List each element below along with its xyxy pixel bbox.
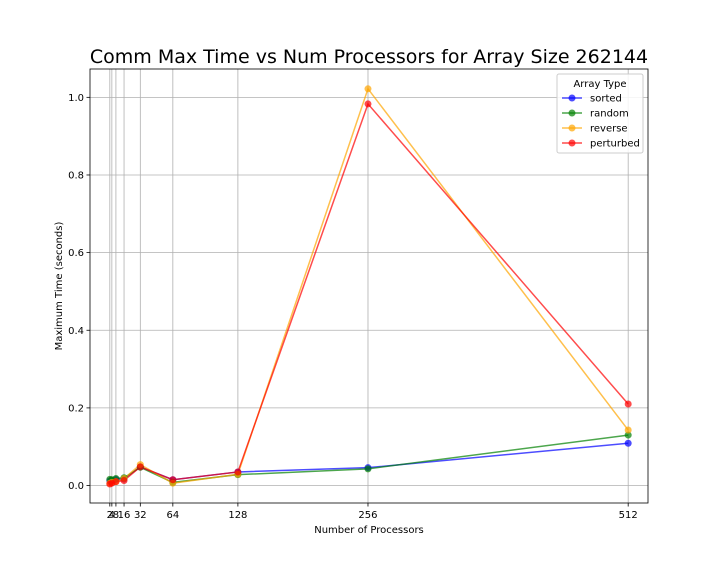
- data-point-perturbed: [136, 463, 144, 471]
- data-point-reverse: [364, 85, 372, 93]
- legend-box: [556, 73, 644, 154]
- legend-marker-random: [568, 109, 576, 117]
- data-point-perturbed: [624, 400, 632, 408]
- series-points: [106, 85, 632, 488]
- legend-label-reverse: reverse: [590, 124, 628, 135]
- plot-frame: [89, 68, 649, 504]
- data-point-random: [624, 431, 632, 439]
- x-tick-label: 32: [134, 510, 147, 521]
- legend: Array Type sorted random reverse perturbed: [556, 73, 644, 154]
- data-point-perturbed: [169, 476, 177, 484]
- data-point-perturbed: [112, 478, 120, 486]
- x-tick-label: 64: [166, 510, 179, 521]
- y-tick-label: 0.8: [68, 170, 84, 181]
- data-point-random: [364, 465, 372, 473]
- data-point-perturbed: [364, 100, 372, 108]
- x-tick-label: 16: [118, 510, 131, 521]
- data-point-reverse: [624, 426, 632, 434]
- legend-marker-perturbed: [568, 139, 576, 147]
- legend-marker-reverse: [568, 124, 576, 132]
- chart-title: Comm Max Time vs Num Processors for Arra…: [90, 46, 648, 68]
- x-tick-label: 2: [107, 510, 113, 521]
- x-axis-label: Number of Processors: [314, 525, 424, 536]
- y-tick-label: 1.0: [68, 93, 84, 104]
- y-tick-label: 0.6: [68, 248, 84, 259]
- x-tick-label: 4: [109, 510, 115, 521]
- legend-title: Array Type: [573, 79, 626, 90]
- legend-label-random: random: [590, 109, 629, 120]
- y-axis: 0.0 0.2 0.4 0.6 0.8 1.0: [68, 93, 90, 492]
- y-axis-label: Maximum Time (seconds): [54, 222, 65, 351]
- x-tick-label: 128: [228, 510, 247, 521]
- legend-marker-sorted: [568, 94, 576, 102]
- legend-items: sorted random reverse perturbed: [562, 94, 640, 150]
- x-tick-label: 256: [358, 510, 377, 521]
- legend-label-sorted: sorted: [590, 94, 622, 105]
- data-point-sorted: [624, 439, 632, 447]
- y-tick-label: 0.4: [68, 326, 84, 337]
- data-point-perturbed: [234, 468, 242, 476]
- legend-label-perturbed: perturbed: [590, 139, 640, 150]
- x-tick-label: 512: [619, 510, 638, 521]
- y-tick-label: 0.2: [68, 403, 84, 414]
- x-tick-label: 8: [113, 510, 119, 521]
- y-tick-label: 0.0: [68, 481, 84, 492]
- data-point-perturbed: [120, 476, 128, 484]
